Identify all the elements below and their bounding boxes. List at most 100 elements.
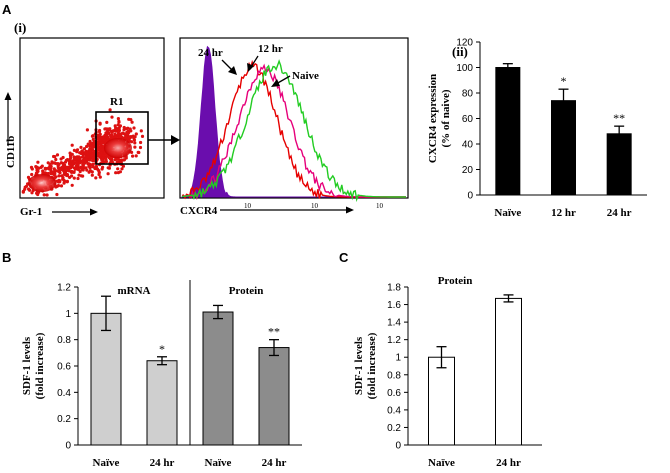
scatter-dot — [88, 139, 92, 144]
y-tick-label: 1.4 — [387, 318, 401, 329]
category-label: 24 hr — [150, 457, 175, 469]
scatter-dot — [134, 132, 138, 136]
scatter-dot — [84, 157, 88, 161]
scatter-dot — [129, 129, 133, 133]
y-tick-label: 0.8 — [57, 335, 71, 346]
scatter-dot — [122, 128, 126, 132]
annotation-naive: Naive — [292, 70, 319, 82]
scatter-dot — [108, 108, 112, 112]
scatter-dot — [134, 154, 138, 158]
scatter-dot — [89, 153, 93, 158]
scatter-dot — [102, 138, 106, 142]
y-tick-label: 0 — [467, 191, 473, 202]
scatter-dot — [91, 162, 95, 166]
y-tick-label: 0.6 — [57, 362, 71, 373]
scatter-dot — [110, 130, 114, 134]
scatter-dot — [70, 174, 74, 178]
scatter-dot — [47, 166, 52, 170]
scatter-dot — [53, 176, 57, 180]
scatter-dot — [108, 128, 112, 132]
bar — [146, 360, 178, 446]
annotation-12hr: 12 hr — [258, 43, 283, 55]
arrow-12hr-head — [247, 63, 254, 72]
scatter-dot — [132, 126, 136, 130]
group-label-protein: Protein — [229, 285, 264, 297]
histogram-series-naive — [181, 59, 406, 203]
scatter-dot — [46, 161, 50, 165]
scatter-dot — [88, 150, 92, 154]
scatter-dot — [115, 129, 119, 133]
scatter-dot — [85, 144, 89, 149]
scatter-dot — [109, 160, 113, 164]
y-tick-label: 20 — [462, 165, 474, 176]
scatter-dot — [133, 141, 137, 145]
arrow-12hr — [250, 55, 259, 68]
scatter-dot — [106, 135, 110, 139]
y-tick-label: 0.2 — [57, 414, 71, 425]
scatter-dot — [59, 184, 64, 188]
significance-marker: ** — [268, 325, 280, 339]
y-axis-label: SDF-1 levels — [353, 336, 365, 395]
y-axis-label: (% of naive) — [440, 89, 452, 147]
y-tick-label: 0.8 — [387, 370, 401, 381]
sub-label-ii: (ii) — [452, 44, 468, 59]
scatter-dot — [140, 134, 145, 138]
scatter-dot — [120, 167, 124, 171]
scatter-dot — [62, 169, 66, 173]
scatter-dot — [72, 148, 76, 152]
scatter-dot — [100, 151, 104, 155]
scatter-dot — [80, 149, 84, 153]
chart-title: Protein — [438, 275, 473, 287]
scatter-dot — [130, 120, 134, 124]
scatter-dot — [55, 192, 59, 197]
arrow-naive-head — [271, 79, 280, 87]
scatter-dot — [82, 147, 86, 151]
y-axis-label: CXCR4 expression — [427, 74, 439, 163]
decade-2: 10 — [311, 202, 319, 210]
scatter-dot — [85, 128, 89, 132]
scatter-dot — [70, 143, 74, 147]
y-tick-label: 80 — [462, 89, 474, 100]
scatter-dot — [88, 147, 92, 151]
gate-arrow-head — [171, 135, 180, 145]
scatter-dot — [105, 120, 109, 124]
scatter-x-arrow-head — [90, 208, 98, 216]
scatter-dot — [45, 193, 49, 197]
scatter-dot — [77, 173, 81, 177]
y-tick-label: 1.8 — [387, 283, 401, 294]
sub-label-i: (i) — [14, 20, 26, 35]
scatter-dot — [138, 145, 143, 150]
scatter-dot — [78, 161, 82, 165]
scatter-dot — [97, 169, 101, 173]
scatter-dot — [91, 137, 95, 141]
scatter-dot — [121, 131, 125, 135]
scatter-plot: R1 CD11b Gr-1 — [4, 37, 180, 218]
scatter-dot — [110, 115, 114, 119]
bar — [258, 347, 290, 446]
scatter-dot — [116, 167, 120, 171]
scatter-dot — [90, 170, 94, 174]
scatter-dot — [130, 140, 134, 144]
gate-r1 — [95, 111, 149, 165]
scatter-dot — [98, 153, 102, 157]
scatter-dot — [88, 158, 92, 162]
scatter-dot — [131, 154, 135, 158]
scatter-dot — [109, 156, 113, 160]
panel-label-a: A — [2, 2, 12, 17]
scatter-dot — [58, 179, 62, 183]
scatter-dot — [96, 144, 100, 148]
gate-label: R1 — [110, 96, 123, 108]
scatter-dot — [98, 145, 103, 149]
scatter-dot — [118, 158, 122, 162]
scatter-dot — [94, 176, 98, 180]
scatter-dot — [62, 178, 66, 182]
scatter-y-label: CD11b — [5, 136, 17, 168]
scatter-dot — [69, 165, 73, 169]
bar — [202, 311, 234, 446]
scatter-dot — [78, 151, 82, 155]
scatter-dot — [28, 188, 32, 192]
scatter-dot — [69, 154, 73, 158]
y-tick-label: 100 — [456, 63, 473, 74]
scatter-dot — [57, 174, 61, 178]
scatter-dot — [116, 132, 120, 136]
